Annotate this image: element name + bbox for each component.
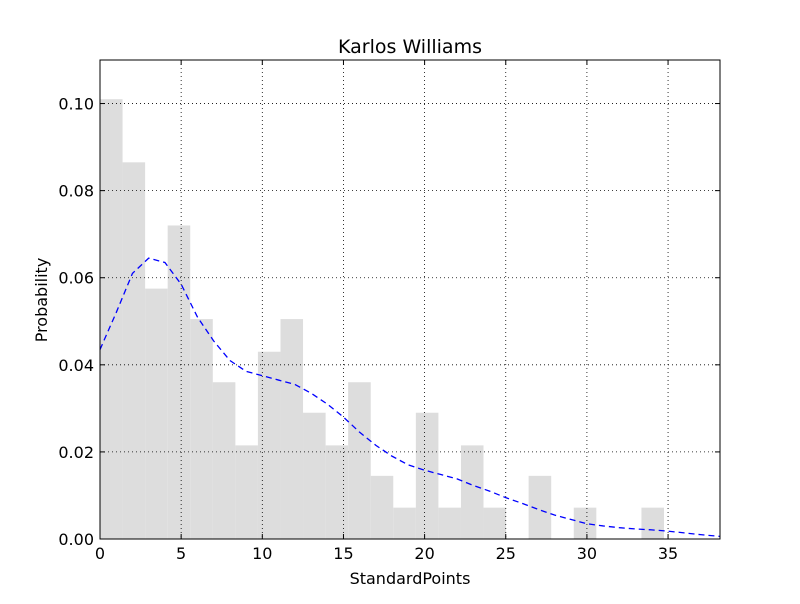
histogram-bar: [348, 382, 371, 539]
y-tick-label: 0.02: [58, 443, 94, 462]
histogram-bar: [415, 412, 439, 539]
histogram-bar: [100, 99, 123, 539]
tick-labels-layer: 0 5 10 15 20 25 30 35 0.00 0.02 0.04 0.06 0.08 0.10: [58, 95, 678, 563]
histogram-bar: [122, 162, 146, 539]
histogram-bar: [167, 225, 191, 540]
x-tick-label: 15: [333, 544, 353, 563]
histogram-bar: [483, 507, 507, 539]
x-tick-label: 35: [658, 544, 678, 563]
y-axis-label: Probability: [32, 258, 51, 343]
histogram-bar: [280, 319, 304, 539]
grid-layer: [100, 60, 720, 539]
plot-frame: [99, 59, 721, 540]
histogram-bar: [257, 351, 281, 539]
histogram-bar: [212, 382, 236, 539]
histogram-bar: [145, 288, 168, 539]
y-tick-label: 0.06: [58, 269, 94, 288]
y-tick-label: 0.08: [58, 182, 94, 201]
histogram-bar: [460, 445, 484, 539]
histogram-bar: [370, 475, 394, 539]
bars-layer: [100, 99, 665, 540]
ticks-layer: [99, 60, 720, 540]
histogram-bar: [235, 445, 258, 539]
histogram-bar: [325, 445, 349, 539]
x-tick-label: 10: [252, 544, 272, 563]
y-tick-label: 0.04: [58, 356, 94, 375]
histogram-bar: [641, 507, 665, 539]
x-tick-label: 0: [95, 544, 105, 563]
y-tick-label: 0.10: [58, 95, 94, 114]
histogram-bar: [303, 412, 326, 539]
y-tick-label: 0.00: [58, 530, 94, 549]
x-tick-label: 5: [176, 544, 186, 563]
x-tick-label: 20: [414, 544, 434, 563]
chart-title: Karlos Williams: [338, 36, 482, 58]
histogram-bar: [438, 507, 461, 539]
x-axis-label: StandardPoints: [350, 569, 471, 588]
x-tick-label: 30: [577, 544, 597, 563]
histogram-bar: [528, 475, 552, 539]
density-line: [99, 257, 721, 538]
histogram-bar: [190, 319, 213, 539]
histogram-bar: [393, 507, 416, 539]
x-tick-label: 25: [496, 544, 516, 563]
